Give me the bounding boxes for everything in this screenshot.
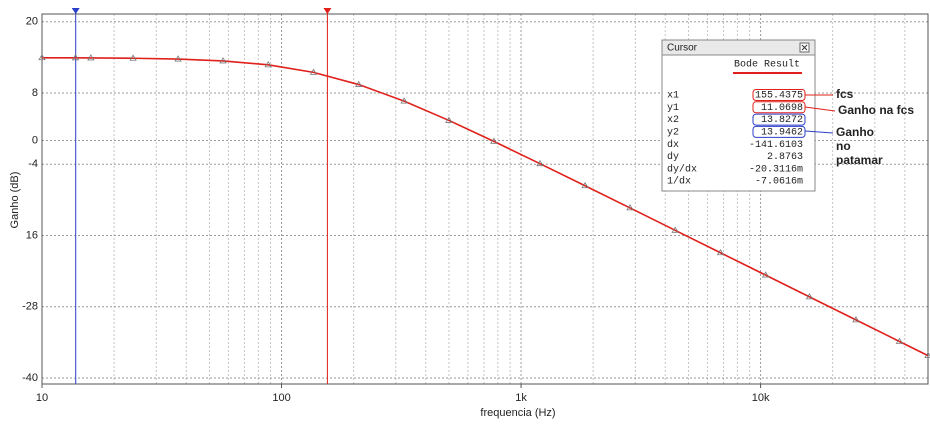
data-point <box>38 53 46 61</box>
data-point <box>445 116 453 123</box>
data-point <box>626 204 634 211</box>
data-point <box>490 137 498 144</box>
annotation: patamar <box>836 153 883 167</box>
data-point <box>805 293 814 300</box>
x-tick-label: 1k <box>515 392 527 404</box>
x-tick-label: 100 <box>272 392 290 404</box>
annotation: fcs <box>836 87 854 101</box>
cursor-label: dx <box>667 139 679 151</box>
cursor-label: x1 <box>667 91 679 102</box>
data-point <box>536 159 544 167</box>
data-point <box>264 61 272 68</box>
annotation: no <box>836 139 851 153</box>
cursor-value: 13.8272 <box>761 115 803 126</box>
cursor-label: y2 <box>667 128 679 139</box>
y-axis-label: Ganho (dB) <box>9 172 21 229</box>
cursor-label: x2 <box>667 115 679 126</box>
series-line <box>41 56 929 357</box>
cursor-value: -141.6103 <box>749 140 803 151</box>
data-point <box>581 181 589 189</box>
data-point <box>895 337 904 344</box>
cursor-label: dy/dx <box>667 163 697 175</box>
data-point <box>71 54 80 61</box>
data-point <box>852 316 860 323</box>
panel-title: Cursor <box>667 43 698 54</box>
y-tick-label: -40 <box>22 372 38 384</box>
panel-titlebar <box>661 39 816 56</box>
x-tick-label: 10k <box>752 392 770 404</box>
cursor-label: y1 <box>667 103 679 114</box>
y-tick-label: -28 <box>22 301 38 313</box>
data-point <box>761 271 770 278</box>
y-tick-label: 0 <box>32 134 38 146</box>
y-tick-label: 8 <box>32 87 38 99</box>
cursor-label: dy <box>667 151 679 163</box>
y-tick-label: 16 <box>26 229 38 241</box>
data-point <box>129 54 137 61</box>
data-point <box>174 55 182 62</box>
x-axis-label: frequencia (Hz) <box>480 407 555 419</box>
annotation: Ganho <box>836 125 874 139</box>
cursor-label: 1/dx <box>667 176 691 188</box>
panel-heading: Bode Result <box>734 59 800 71</box>
data-point <box>354 80 363 87</box>
plot-frame <box>41 13 929 385</box>
cursor-value: -7.0616m <box>755 177 803 188</box>
annotation: Ganho na fcs <box>838 103 914 117</box>
annotation-connector <box>804 106 836 112</box>
data-point <box>716 248 725 256</box>
data-point <box>400 97 408 104</box>
close-icon <box>801 44 808 51</box>
y-tick-label: -4 <box>28 158 38 170</box>
data-point <box>309 68 318 75</box>
cursor-panel: Cursor Bode Result x1 155.4375 y1 11.0698 x2 13… <box>661 39 816 192</box>
close-button[interactable] <box>799 42 810 53</box>
y-tick-label: 20 <box>26 16 38 28</box>
cursor-value: 11.0698 <box>761 103 803 114</box>
value-highlight <box>752 125 806 138</box>
cursor-value: 13.9462 <box>761 128 803 139</box>
x-tick-label: 10 <box>36 392 48 404</box>
annotation-connector <box>804 130 834 134</box>
value-highlight <box>752 113 806 126</box>
cursor-value: 2.8763 <box>767 152 803 163</box>
cursor-value: 155.4375 <box>755 91 803 102</box>
cursor-handle <box>71 8 80 14</box>
data-point <box>671 226 679 233</box>
cursor-handle <box>323 8 332 14</box>
data-point <box>87 54 95 61</box>
data-point <box>219 57 227 64</box>
cursor-value: -20.3116m <box>749 164 803 175</box>
